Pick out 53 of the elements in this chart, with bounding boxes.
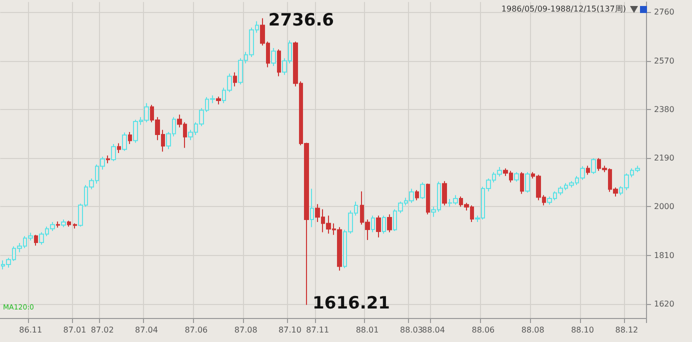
x-tick-label: 88.04 <box>422 326 445 334</box>
y-tick-label: 2380 <box>654 104 674 114</box>
candlestick <box>216 96 221 105</box>
candlestick <box>106 155 110 164</box>
candlestick <box>67 220 71 228</box>
candlestick <box>277 48 281 77</box>
candlestick <box>442 180 447 206</box>
x-tick-label: 87.08 <box>234 326 258 334</box>
y-tick-label: 1810 <box>654 250 674 260</box>
candlestick <box>387 214 392 233</box>
annotation: 2736.6 <box>268 10 334 31</box>
x-tick-label: 87.11 <box>306 326 330 334</box>
x-tick-label: 88.08 <box>521 326 544 334</box>
candlestick <box>111 144 116 162</box>
x-tick-label: 88.12 <box>615 326 638 334</box>
candlestick <box>426 183 430 215</box>
candlestick <box>61 218 66 228</box>
y-tick-label: 2570 <box>654 56 674 66</box>
candlestick <box>310 188 314 228</box>
candlestick <box>525 172 530 194</box>
annotation: 1986/05/09-1988/12/15(137周) <box>501 4 626 14</box>
y-tick-label: 2190 <box>654 154 674 163</box>
x-tick-label: 88.06 <box>472 326 495 334</box>
candlestick <box>117 142 121 154</box>
x-tick-label: 87.06 <box>184 326 208 334</box>
x-tick-label: 87.02 <box>90 326 114 334</box>
x-tick-label: 87.01 <box>63 326 86 334</box>
candlestick <box>271 48 276 66</box>
x-tick-label: 87.04 <box>135 326 158 334</box>
y-tick-label: 2760 <box>654 8 674 17</box>
candlestick <box>382 215 386 234</box>
candlestick <box>122 132 127 152</box>
x-tick-label: 86.11 <box>19 326 42 334</box>
candlestick <box>371 215 375 233</box>
y-tick-label: 2000 <box>654 202 674 212</box>
candlestick <box>34 234 38 246</box>
x-tick-label: 88.01 <box>356 326 379 334</box>
candlestick <box>591 158 596 174</box>
candlestick <box>514 172 519 182</box>
candlestick <box>415 190 419 201</box>
annotation: 1616.21 <box>312 293 390 314</box>
candlestick <box>520 172 524 194</box>
candlestick <box>73 222 77 229</box>
candlestick <box>586 165 590 176</box>
candlestick <box>376 215 381 238</box>
candlestick <box>420 182 425 200</box>
candlestick <box>233 72 237 87</box>
x-tick-label: 87.10 <box>278 326 302 334</box>
x-tick-label: 88.10 <box>571 326 594 334</box>
x-tick-label: 88.03 <box>400 326 423 334</box>
candlestick <box>128 131 132 145</box>
candlestick <box>56 221 60 228</box>
y-tick-label: 1620 <box>654 299 674 308</box>
